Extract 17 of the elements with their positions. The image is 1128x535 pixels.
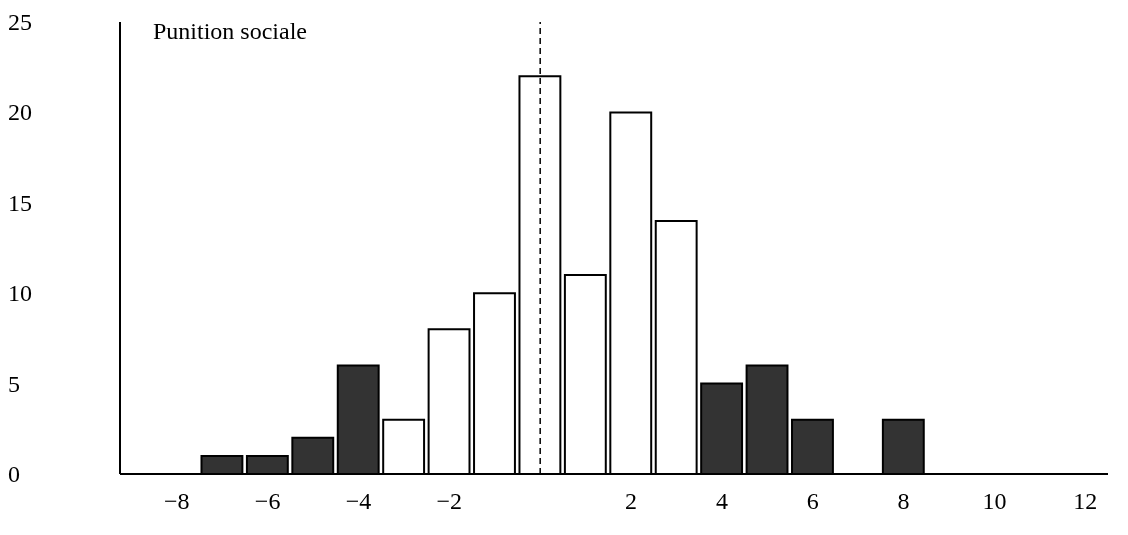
- x-tick-label: −2: [436, 488, 463, 515]
- y-tick-label: 5: [8, 370, 20, 397]
- x-tick-label: 6: [806, 488, 819, 515]
- y-tick-label: 20: [8, 99, 32, 126]
- x-tick-label: 12: [1073, 488, 1098, 515]
- x-tick-label: 10: [982, 488, 1007, 515]
- x-tick-label: −4: [345, 488, 372, 515]
- x-tick-label: −8: [164, 488, 190, 515]
- y-tick-label: 15: [8, 189, 32, 216]
- x-tick-label: 4: [715, 488, 728, 515]
- y-tick-label: 0: [8, 461, 20, 487]
- y-tick-label: 25: [8, 9, 32, 35]
- x-tick-label: −6: [254, 488, 281, 515]
- y-tick-label: 10: [8, 280, 32, 307]
- x-tick-label: 2: [625, 488, 638, 515]
- chart-title: Punition sociale: [153, 18, 307, 45]
- x-tick-label: 8: [897, 488, 910, 515]
